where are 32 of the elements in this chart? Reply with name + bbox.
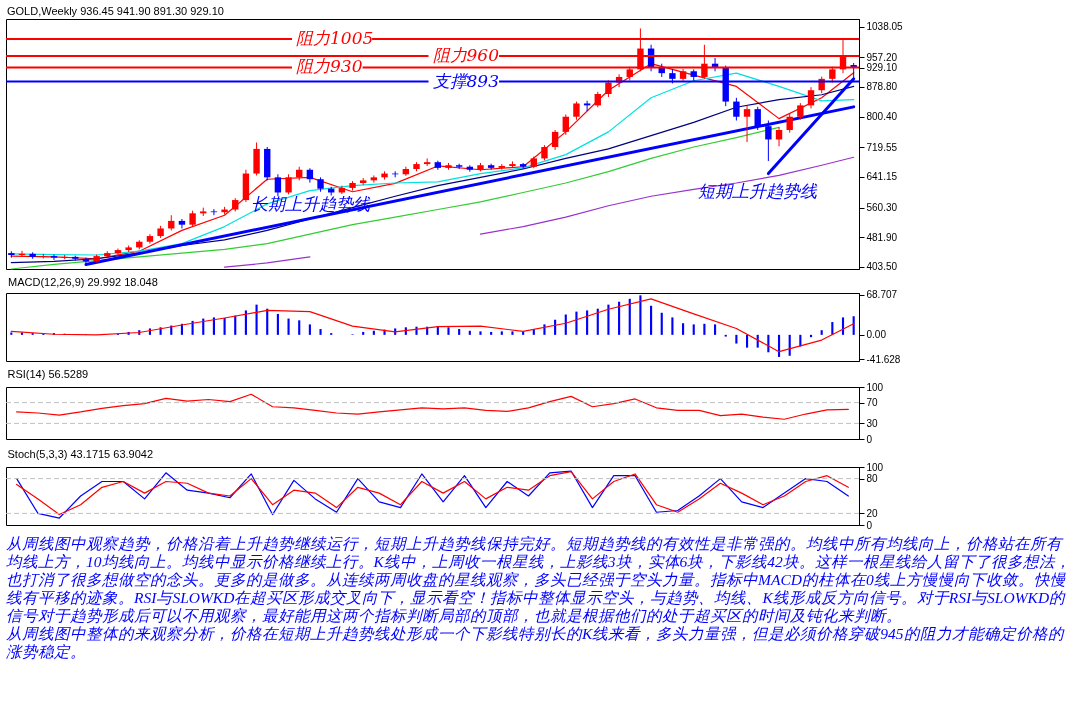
- y-tick-label: 20: [866, 507, 879, 519]
- ref-line-label: 阻力1005: [296, 28, 374, 49]
- series-label: 短期上升趋势线: [698, 180, 819, 201]
- y-tick-label: 719.55: [866, 141, 898, 153]
- y-tick-label: 100: [866, 461, 884, 473]
- y-tick-label: 0.00: [866, 329, 887, 341]
- chart-title: MACD(12,26,9) 29.992 18.048: [8, 275, 158, 288]
- y-tick-label: 929.10: [866, 62, 898, 74]
- chart-title: Stoch(5,3,3) 43.1715 63.9042: [7, 448, 154, 460]
- text: 从周线图中观察趋势，价格沿着上升趋势继续运行，短期上升趋势线保持完好。短期趋势线的有效性是非常强的。均线中所有均线向上，价格站在所有均线上方，10均线向上。均线中显示价格继续上行。K线中，上周收一根星线，上影线3块，实体6块，下影线42块。这样一根星线给人留下了很多想法，也打消了很多想做空的念头。更多的是做多。从连续两周收盘的星线观察，多头已经强于空头力量。指标中MACD的柱体在0线上方慢慢向下收敛。快慢线有平移的迹象。RSI与SLOWKD在超买区形成交叉向下，显示看空！指标中整体显示空头，与趋势、均线、K线形成反方向信号。对于RSI与SLOWKD的信号对于趋势形成后可以不用观察，最好能用这两个指标判断局部的顶部，也就是根据他们的处于超买区的时间及钝化来判断。: [6, 535, 1072, 625]
- y-tick-label: 800.40: [866, 111, 898, 123]
- y-tick-label: 641.15: [866, 171, 898, 183]
- chart-title: GOLD,Weekly 936.45 941.90 891.30 929.10: [7, 5, 224, 17]
- chart-title: RSI(14) 56.5289: [7, 368, 89, 380]
- y-tick-label: 0: [866, 519, 873, 531]
- y-tick-label: 403.50: [866, 261, 898, 273]
- y-tick-label: 68.707: [866, 289, 898, 301]
- y-tick-label: 100: [866, 381, 884, 393]
- ref-line-label: 支撑893: [432, 70, 499, 91]
- ref-line-label: 阻力930: [296, 56, 363, 77]
- y-tick-label: -41.628: [866, 353, 901, 365]
- y-tick-label: 560.30: [866, 202, 898, 214]
- y-tick-label: 80: [866, 473, 879, 485]
- text: 从周线图中整体的来观察分析，价格在短期上升趋势线处形成一个下影线特别长的K线来看，多头力量强，但是必须价格穿破945的阻力才能确定价格的涨势稳定。: [6, 625, 1066, 661]
- y-tick-label: 1038.05: [866, 21, 904, 33]
- ref-line-label: 阻力960: [432, 45, 500, 66]
- y-tick-label: 957.20: [866, 51, 898, 63]
- y-tick-label: 70: [866, 397, 879, 409]
- y-tick-label: 878.80: [866, 81, 898, 93]
- y-tick-label: 0: [866, 433, 873, 445]
- y-tick-label: 30: [866, 417, 879, 429]
- y-tick-label: 481.90: [866, 231, 898, 243]
